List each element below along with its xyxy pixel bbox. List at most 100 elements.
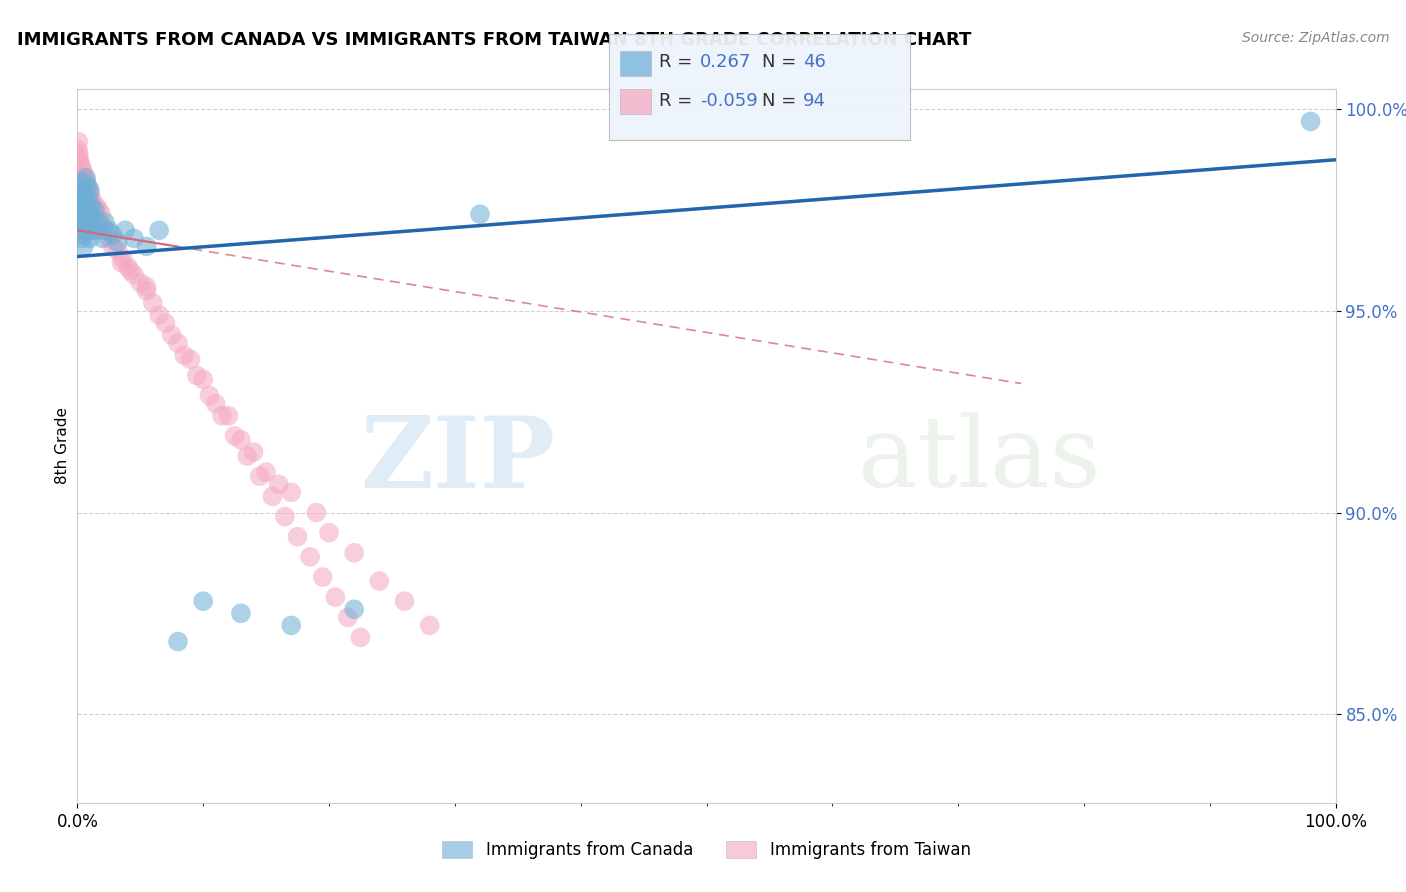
Point: [83, 223, 105, 237]
Point: [67, 203, 90, 218]
Point: [287, 530, 309, 544]
Point: [73, 207, 96, 221]
Point: [101, 227, 124, 242]
Point: [76, 178, 98, 193]
Point: [79, 223, 101, 237]
Point: [82, 211, 104, 226]
Point: [191, 372, 215, 386]
Text: atlas: atlas: [858, 412, 1101, 508]
Point: [120, 263, 142, 277]
Point: [70, 175, 93, 189]
Point: [75, 199, 97, 213]
Point: [236, 449, 259, 463]
Point: [89, 215, 111, 229]
Point: [70, 199, 93, 213]
Point: [254, 465, 277, 479]
Point: [80, 191, 103, 205]
Point: [110, 255, 132, 269]
Point: [312, 570, 335, 584]
Point: [305, 506, 328, 520]
Point: [70, 195, 93, 210]
Point: [86, 215, 108, 229]
Point: [76, 215, 98, 229]
Point: [167, 336, 190, 351]
Point: [111, 252, 134, 266]
Point: [70, 159, 93, 173]
Point: [70, 175, 93, 189]
Point: [67, 167, 90, 181]
Y-axis label: 8th Grade: 8th Grade: [55, 408, 70, 484]
Point: [79, 183, 101, 197]
Point: [94, 215, 117, 229]
Point: [87, 203, 110, 218]
Text: 0.267: 0.267: [700, 54, 752, 71]
Point: [224, 429, 246, 443]
Point: [72, 239, 94, 253]
Point: [318, 525, 340, 540]
Point: [229, 607, 252, 621]
Point: [343, 546, 366, 560]
Point: [94, 223, 117, 237]
Point: [97, 223, 120, 237]
Point: [80, 199, 103, 213]
Point: [73, 195, 96, 210]
Point: [73, 219, 96, 234]
Point: [323, 590, 346, 604]
Point: [72, 203, 94, 218]
Point: [229, 433, 252, 447]
Point: [114, 223, 136, 237]
Text: R =: R =: [659, 92, 699, 110]
Text: -0.059: -0.059: [700, 92, 758, 110]
Point: [217, 409, 239, 423]
Point: [97, 231, 120, 245]
Text: IMMIGRANTS FROM CANADA VS IMMIGRANTS FROM TAIWAN 8TH GRADE CORRELATION CHART: IMMIGRANTS FROM CANADA VS IMMIGRANTS FRO…: [17, 31, 972, 49]
Point: [280, 485, 302, 500]
Point: [75, 170, 97, 185]
Point: [242, 445, 264, 459]
Point: [394, 594, 416, 608]
Point: [349, 631, 371, 645]
Point: [72, 187, 94, 202]
Point: [180, 352, 202, 367]
Point: [70, 227, 93, 242]
Point: [72, 162, 94, 177]
Point: [122, 231, 145, 245]
Point: [77, 215, 100, 229]
Point: [84, 199, 107, 213]
Point: [336, 610, 359, 624]
Point: [91, 219, 114, 234]
Point: [79, 187, 101, 202]
Point: [73, 187, 96, 202]
Point: [72, 178, 94, 193]
Point: [368, 574, 391, 588]
Point: [72, 183, 94, 197]
Point: [117, 260, 139, 274]
Point: [72, 167, 94, 181]
Point: [262, 489, 284, 503]
Point: [67, 146, 90, 161]
Point: [84, 203, 107, 218]
Point: [72, 183, 94, 197]
Point: [72, 207, 94, 221]
Point: [72, 223, 94, 237]
Point: [69, 215, 91, 229]
Point: [343, 602, 366, 616]
Point: [280, 618, 302, 632]
Point: [468, 207, 491, 221]
Text: R =: R =: [659, 54, 699, 71]
Point: [135, 279, 157, 293]
Point: [122, 268, 145, 282]
Point: [72, 219, 94, 234]
Point: [142, 296, 165, 310]
Point: [69, 154, 91, 169]
Point: [155, 316, 177, 330]
Point: [70, 215, 93, 229]
Point: [80, 207, 103, 221]
Text: 94: 94: [803, 92, 825, 110]
Point: [274, 509, 297, 524]
Point: [72, 199, 94, 213]
Text: N =: N =: [762, 54, 801, 71]
Text: 46: 46: [803, 54, 825, 71]
Point: [1299, 114, 1322, 128]
Point: [67, 151, 90, 165]
